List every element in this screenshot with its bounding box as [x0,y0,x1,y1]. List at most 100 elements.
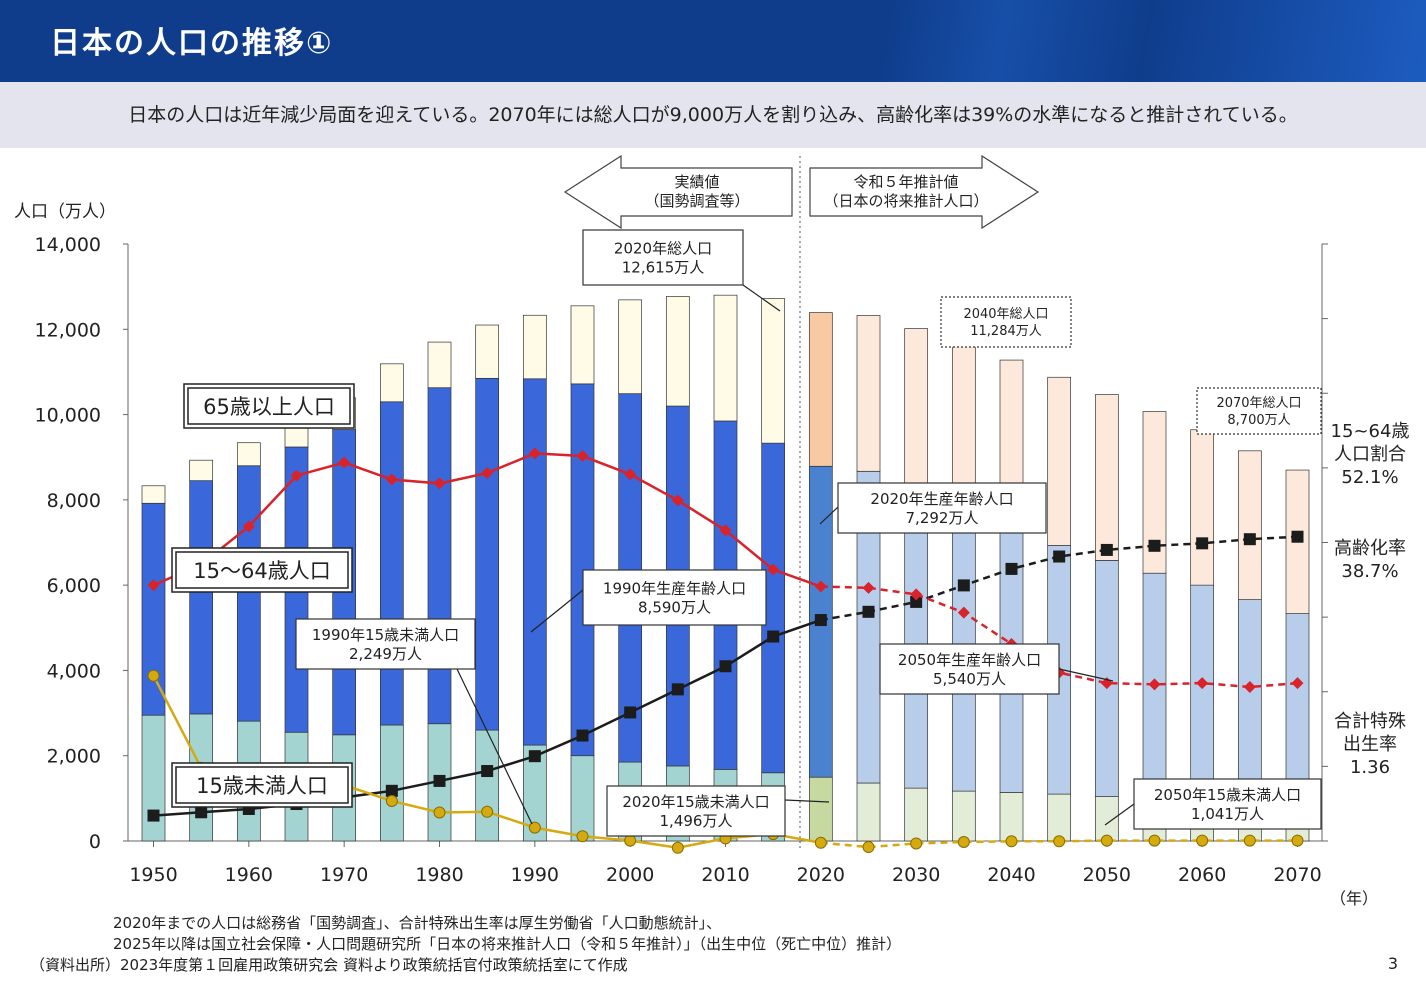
annotation-box [295,618,476,670]
bar-elderly [1142,411,1167,574]
x-tick-label: 2020 [797,864,845,886]
annotation-box [606,785,786,837]
bar-young [141,714,166,842]
marker-point [1053,550,1066,563]
bar-working [1237,599,1262,805]
y-tick-label: 10,000 [35,405,101,427]
marker-point [910,595,923,608]
source-note: （資料出所）2023年度第１回雇用政策研究会 資料より政策統括官付政策統括室にて… [30,956,628,974]
annotation-text: 2040年総人口 [963,307,1048,322]
bar-working [1190,584,1215,803]
arrow-projection-label: 令和５年推計値 [853,173,958,191]
page-title: 日本の人口の推移① [50,26,334,61]
marker-point [481,765,494,778]
x-tick-label: 2060 [1178,864,1226,886]
y-tick-label: 6,000 [47,575,101,597]
arrow-projection-sub: （日本の将来推計人口） [823,192,988,210]
marker-point [1005,835,1018,848]
bar-young [570,755,595,842]
marker-point [1243,681,1256,694]
legend-working-inner [175,551,349,589]
annotation-text: 12,615万人 [622,259,705,277]
x-tick-label: 2030 [892,864,940,886]
y-tick-label: 4,000 [47,660,101,682]
summary-text: 日本の人口は近年減少局面を迎えている。2070年には総人口が9,000万人を割り… [128,104,1298,126]
bar-elderly [1190,429,1215,586]
annotation-box [582,229,744,286]
marker-point [862,841,875,854]
marker-point [767,630,780,643]
bar-working [522,378,547,746]
marker-point [1148,834,1161,847]
marker-point [1148,539,1161,552]
marker-point [195,806,208,819]
chart-area: 0 2,000 4,000 6,000 8,000 10,000 12,000 14,000 人… [0,148,1426,908]
annotation-box [879,643,1060,695]
page-number: 3 [1387,954,1398,973]
arrow-actual-sub: （国勢調査等） [644,192,749,210]
bar-young [904,787,929,842]
legend-elderly: 65歳以上人口 [203,395,335,419]
bar-working [189,480,214,715]
x-tick-label: 2000 [606,864,654,886]
annotation-text: 1,496万人 [660,812,733,830]
annotation-box [940,296,1072,348]
annotation-text: 1990年生産年齢人口 [603,580,746,598]
bar-working [1285,613,1310,808]
bar-elderly [570,305,595,385]
bar-elderly [522,314,547,380]
marker-point [1196,677,1209,690]
x-axis-unit: （年） [1330,889,1378,908]
x-tick-label: 2040 [987,864,1035,886]
marker-point [147,579,160,592]
annotation-leader [1104,803,1135,826]
annotation-leader [819,506,839,525]
label-elderly-rate: 38.7% [1341,561,1398,582]
legend-young-frame [171,762,353,808]
marker-point [719,660,732,673]
bar-elderly [761,298,786,444]
y-tick-label: 14,000 [35,234,101,256]
label-fertility: 1.36 [1350,757,1390,778]
marker-point [528,821,541,834]
marker-point [624,706,637,719]
marker-point [719,524,732,537]
marker-point [481,466,494,479]
footer: 2020年までの人口は総務省「国勢調査」、合計特殊出生率は厚生労働省「人口動態統… [0,908,1426,983]
label-fertility: 合計特殊 [1334,711,1406,732]
marker-point [338,456,351,469]
marker-point [767,563,780,576]
x-tick-label: 1990 [511,864,559,886]
marker-point [147,809,160,822]
marker-point [433,774,446,787]
footnote-2: 2025年以降は国立社会保障・人口問題研究所「日本の将来推計人口（令和５年推計）… [113,935,902,953]
marker-point [1100,543,1113,556]
annotation-text: 2,249万人 [349,645,422,663]
bar-young [808,776,833,842]
marker-point [1196,834,1209,847]
marker-point [1291,530,1304,543]
annotation-box [1133,778,1322,830]
y-tick-label: 2,000 [47,746,101,768]
summary-bar: 日本の人口は近年減少局面を迎えている。2070年には総人口が9,000万人を割り… [0,82,1426,148]
marker-point [910,837,923,850]
marker-point [671,494,684,507]
marker-point [957,606,970,619]
legend-young: 15歳未満人口 [196,774,328,798]
bar-working [379,401,404,726]
marker-point [957,836,970,849]
marker-point [1196,537,1209,550]
marker-point [433,477,446,490]
annotation-text: 5,540万人 [933,670,1006,688]
bar-working [236,465,261,722]
annotation-box [1196,387,1322,435]
marker-point [814,580,827,593]
bar-elderly [189,459,214,482]
label-working-ratio: 15~64歳 [1331,421,1410,442]
marker-point [385,473,398,486]
bar-elderly [713,294,738,422]
bar-young [856,782,881,842]
label-working-ratio: 52.1% [1341,467,1398,488]
annotation-text: 8,590万人 [638,599,711,617]
x-tick-label: 2010 [701,864,749,886]
